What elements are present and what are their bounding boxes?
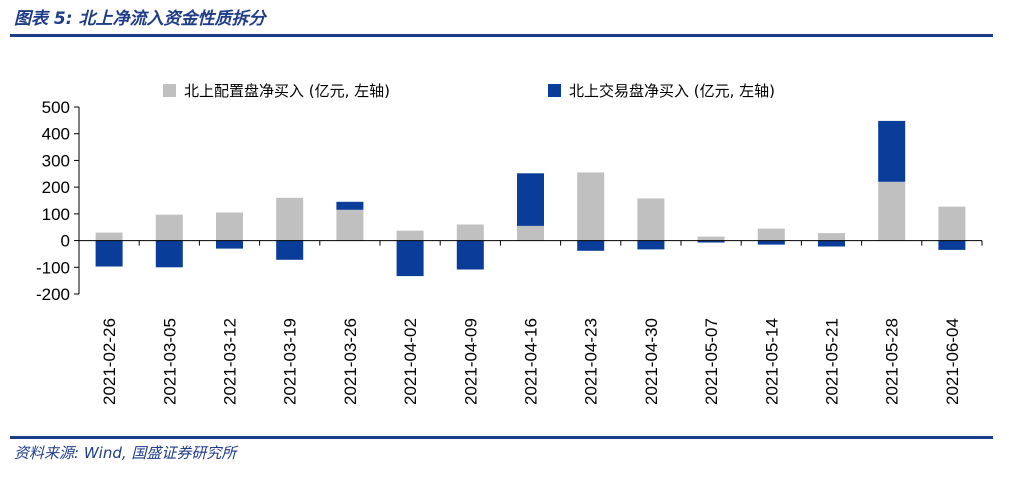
bar-trade-2021-04-23	[577, 240, 605, 251]
bar-config-2021-05-21	[818, 233, 845, 241]
y-tick-label: -100	[36, 258, 70, 277]
bar-trade-2021-03-05	[155, 240, 183, 268]
footer-rule	[10, 436, 993, 439]
x-tick-label: 2021-05-28	[883, 318, 902, 405]
chart-legend: 北上配置盘净买入 (亿元, 左轴) 北上交易盘净买入 (亿元, 左轴)	[163, 82, 775, 100]
bar-config-2021-02-26	[95, 232, 123, 241]
bar-trade-2021-05-07	[697, 240, 725, 243]
legend-label-trade: 北上交易盘净买入 (亿元, 左轴)	[569, 82, 775, 100]
x-tick-label: 2021-03-05	[160, 318, 179, 405]
bar-trade-2021-03-19	[276, 240, 304, 260]
bar-trade-2021-04-02	[396, 240, 424, 277]
y-tick-label: 500	[42, 98, 70, 117]
x-tick-label: 2021-02-26	[100, 318, 119, 405]
x-tick-label: 2021-03-26	[341, 318, 360, 405]
bar-config-2021-03-26	[336, 209, 364, 241]
bar-config-2021-04-23	[577, 172, 605, 241]
bar-config-2021-05-07	[697, 236, 725, 241]
x-tick-label: 2021-03-12	[221, 318, 240, 405]
x-tick-label: 2021-04-30	[642, 318, 661, 405]
y-tick-label: 100	[42, 205, 70, 224]
bar-config-2021-05-28	[878, 181, 906, 241]
bar-trade-2021-04-30	[637, 240, 665, 250]
bar-config-2021-04-16	[517, 225, 544, 241]
legend-swatch-config	[163, 84, 176, 97]
bar-trade-2021-02-26	[95, 240, 123, 267]
x-tick-label: 2021-05-21	[823, 318, 842, 405]
x-tick-label: 2021-04-09	[461, 318, 480, 405]
y-tick-label: 200	[42, 178, 70, 197]
x-tick-label: 2021-03-19	[281, 318, 300, 405]
title-rule	[10, 34, 993, 37]
legend-label-config: 北上配置盘净买入 (亿元, 左轴)	[184, 82, 390, 100]
y-tick-label: 400	[42, 125, 70, 144]
x-tick-label: 2021-04-16	[522, 318, 541, 405]
legend-swatch-trade	[548, 84, 561, 97]
bar-trade-2021-05-28	[878, 120, 906, 182]
x-tick-label: 2021-04-23	[582, 318, 601, 405]
x-tick-label: 2021-04-02	[401, 318, 420, 405]
figure-title: 图表 5: 北上净流入资金性质拆分	[14, 9, 266, 29]
bar-trade-2021-05-14	[757, 240, 785, 245]
y-tick-label: 300	[42, 151, 70, 170]
x-tick-label: 2021-05-14	[762, 318, 781, 405]
bar-config-2021-04-30	[637, 198, 665, 241]
source-note: 资料来源: Wind, 国盛证券研究所	[14, 444, 237, 462]
plot-area: -200 -100 0 100 200 300 400 500 2021-02-26 2021-0…	[36, 98, 983, 405]
bar-config-2021-03-12	[216, 212, 243, 241]
x-tick-label: 2021-05-07	[702, 318, 721, 405]
bar-config-2021-03-19	[276, 197, 304, 241]
bar-trade-2021-04-16	[517, 173, 544, 226]
bar-trade-2021-06-04	[938, 240, 966, 250]
y-tick-label: 0	[61, 232, 70, 251]
bar-config-2021-06-04	[938, 206, 966, 241]
y-tick-label: -200	[36, 285, 70, 304]
bar-config-2021-03-05	[155, 214, 183, 241]
bar-trade-2021-05-21	[818, 240, 845, 247]
bar-trade-2021-03-12	[216, 240, 243, 249]
bar-config-2021-04-02	[396, 230, 424, 241]
bar-trade-2021-04-09	[456, 240, 484, 270]
bar-config-2021-05-14	[757, 228, 785, 241]
bar-config-2021-04-09	[456, 224, 484, 241]
bar-trade-2021-03-26	[336, 201, 364, 210]
x-tick-label: 2021-06-04	[943, 318, 962, 405]
